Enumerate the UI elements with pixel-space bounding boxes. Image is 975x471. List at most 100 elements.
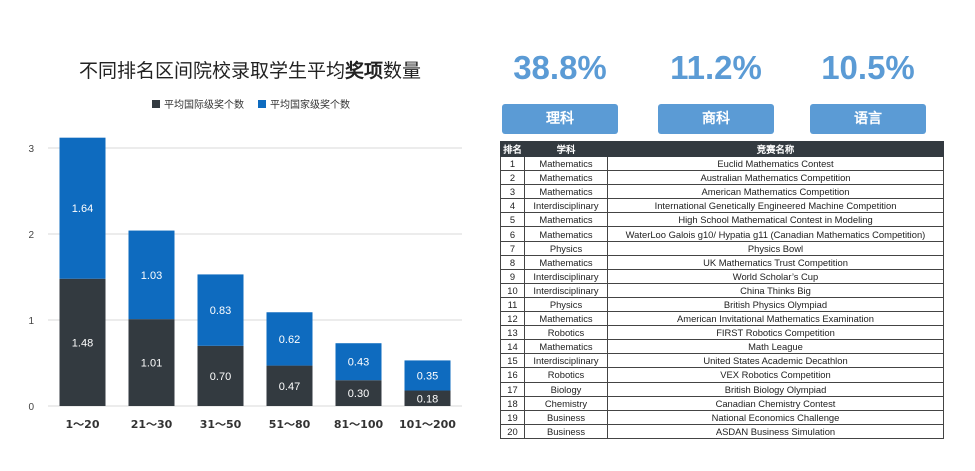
rank-cell: 20 xyxy=(500,423,525,439)
x-tick-label: 81～100 xyxy=(334,418,384,431)
subject-cell: Mathematics xyxy=(524,226,608,242)
competition-cell: Australian Mathematics Competition xyxy=(607,170,944,186)
table-row: 9 Interdisciplinary World Scholar’s Cup xyxy=(500,268,944,284)
stats-panel: 38.8% 理科 11.2% 商科 10.5% 语言 xyxy=(500,40,940,140)
competition-cell: American Invitational Mathematics Examin… xyxy=(607,311,944,327)
subject-cell: Mathematics xyxy=(524,254,608,270)
stat-science-button[interactable]: 理科 xyxy=(502,104,618,134)
table-row: 13 Robotics FIRST Robotics Competition xyxy=(500,325,944,341)
table-row: 18 Chemistry Canadian Chemistry Contest xyxy=(500,395,944,411)
stat-language-value: 10.5% xyxy=(821,49,915,86)
subject-cell: Physics xyxy=(524,240,608,256)
competition-cell: International Genetically Engineered Mac… xyxy=(607,198,944,214)
table-row: 20 Business ASDAN Business Simulation xyxy=(500,423,944,439)
rank-cell: 4 xyxy=(500,198,525,214)
competition-table: 排名 学科 竞赛名称 1 Mathematics Euclid Mathematic… xyxy=(500,141,944,439)
table-row: 19 Business National Economics Challenge xyxy=(500,409,944,425)
subject-cell: Mathematics xyxy=(524,184,608,200)
competition-cell: Math League xyxy=(607,339,944,355)
bar-national xyxy=(404,360,451,391)
bar-national xyxy=(128,230,175,320)
data-label: 0.83 xyxy=(210,305,231,317)
table-row: 11 Physics British Physics Olympiad xyxy=(500,296,944,313)
rank-cell: 19 xyxy=(500,409,525,425)
competition-cell: British Physics Olympiad xyxy=(607,296,944,313)
stat-science-value: 38.8% xyxy=(513,49,607,86)
rank-cell: 15 xyxy=(500,353,525,369)
rank-cell: 12 xyxy=(500,311,525,327)
table-row: 2 Mathematics Australian Mathematics Compe… xyxy=(500,170,944,186)
legend-swatch-international xyxy=(152,99,160,108)
rank-cell: 2 xyxy=(500,170,525,186)
bar-national xyxy=(59,137,106,279)
subject-cell: Interdisciplinary xyxy=(524,353,608,369)
bar-national xyxy=(335,343,382,381)
header-competition: 竞赛名称 xyxy=(607,141,944,157)
subject-cell: Business xyxy=(524,423,608,439)
table-row: 4 Interdisciplinary International Genetica… xyxy=(500,198,944,214)
data-label: 0.62 xyxy=(279,334,300,346)
competition-cell: China Thinks Big xyxy=(607,282,944,298)
x-tick-label: 1～20 xyxy=(66,418,100,431)
legend-item-national: 平均国家级奖个数 xyxy=(258,96,350,111)
table-row: 17 Biology British Biology Olympiad xyxy=(500,381,944,397)
competition-cell: ASDAN Business Simulation xyxy=(607,423,944,439)
data-label: 0.30 xyxy=(348,388,369,400)
competition-cell: VEX Robotics Competition xyxy=(607,367,944,383)
rank-cell: 13 xyxy=(500,325,525,341)
chart-title: 不同排名区间院校录取学生平均奖项数量 xyxy=(78,60,422,82)
chart-legend: 平均国际级奖个数 平均国家级奖个数 xyxy=(152,96,350,111)
competition-cell: High School Mathematical Contest in Mode… xyxy=(607,212,944,228)
bar-international xyxy=(404,390,451,406)
competition-cell: World Scholar’s Cup xyxy=(607,268,944,284)
subject-cell: Interdisciplinary xyxy=(524,198,608,214)
data-label: 1.03 xyxy=(141,270,162,282)
table-row: 1 Mathematics Euclid Mathematics Contest xyxy=(500,155,944,172)
subject-cell: Interdisciplinary xyxy=(524,268,608,284)
data-label: 0.35 xyxy=(417,370,438,382)
stat-business-button[interactable]: 商科 xyxy=(658,104,774,134)
table-row: 3 Mathematics American Mathematics Competi… xyxy=(500,184,944,200)
subject-cell: Mathematics xyxy=(524,311,608,327)
table-row: 5 Mathematics High School Mathematical Con… xyxy=(500,212,944,228)
y-tick-label: 3 xyxy=(28,144,34,155)
x-tick-label: 31～50 xyxy=(200,418,242,431)
data-label: 0.47 xyxy=(279,381,300,393)
table-row: 10 Interdisciplinary China Thinks Big xyxy=(500,282,944,298)
stat-science: 38.8% 理科 xyxy=(502,48,618,134)
y-tick-label: 0 xyxy=(28,402,34,413)
subject-cell: Mathematics xyxy=(524,155,608,172)
data-label: 0.70 xyxy=(210,371,231,383)
x-tick-label: 21～30 xyxy=(131,418,173,431)
table-body: 1 Mathematics Euclid Mathematics Contest 2 M… xyxy=(500,155,944,439)
bar-international xyxy=(266,365,313,406)
legend-item-international: 平均国际级奖个数 xyxy=(152,96,244,111)
competition-cell: American Mathematics Competition xyxy=(607,184,944,200)
subject-cell: Physics xyxy=(524,296,608,313)
stat-language-button[interactable]: 语言 xyxy=(810,104,926,134)
stat-language: 10.5% 语言 xyxy=(810,48,926,134)
header-subject: 学科 xyxy=(524,141,608,157)
rank-cell: 16 xyxy=(500,367,525,383)
subject-cell: Mathematics xyxy=(524,212,608,228)
y-tick-label: 2 xyxy=(28,230,34,241)
legend-swatch-national xyxy=(258,99,266,108)
stat-business: 11.2% 商科 xyxy=(658,48,774,134)
rank-cell: 9 xyxy=(500,268,525,284)
x-tick-label: 101～200 xyxy=(399,418,456,431)
competition-cell: United States Academic Decathlon xyxy=(607,353,944,369)
subject-cell: Robotics xyxy=(524,367,608,383)
subject-cell: Mathematics xyxy=(524,170,608,186)
rank-cell: 18 xyxy=(500,395,525,411)
subject-cell: Interdisciplinary xyxy=(524,282,608,298)
table-row: 16 Robotics VEX Robotics Competition xyxy=(500,367,944,383)
data-label: 0.18 xyxy=(417,393,438,405)
rank-cell: 17 xyxy=(500,381,525,397)
subject-cell: Chemistry xyxy=(524,395,608,411)
y-tick-label: 1 xyxy=(28,316,34,327)
competition-cell: Euclid Mathematics Contest xyxy=(607,155,944,172)
bar-national xyxy=(266,312,313,366)
table-row: 7 Physics Physics Bowl xyxy=(500,240,944,256)
subject-cell: Robotics xyxy=(524,325,608,341)
subject-cell: Biology xyxy=(524,381,608,397)
